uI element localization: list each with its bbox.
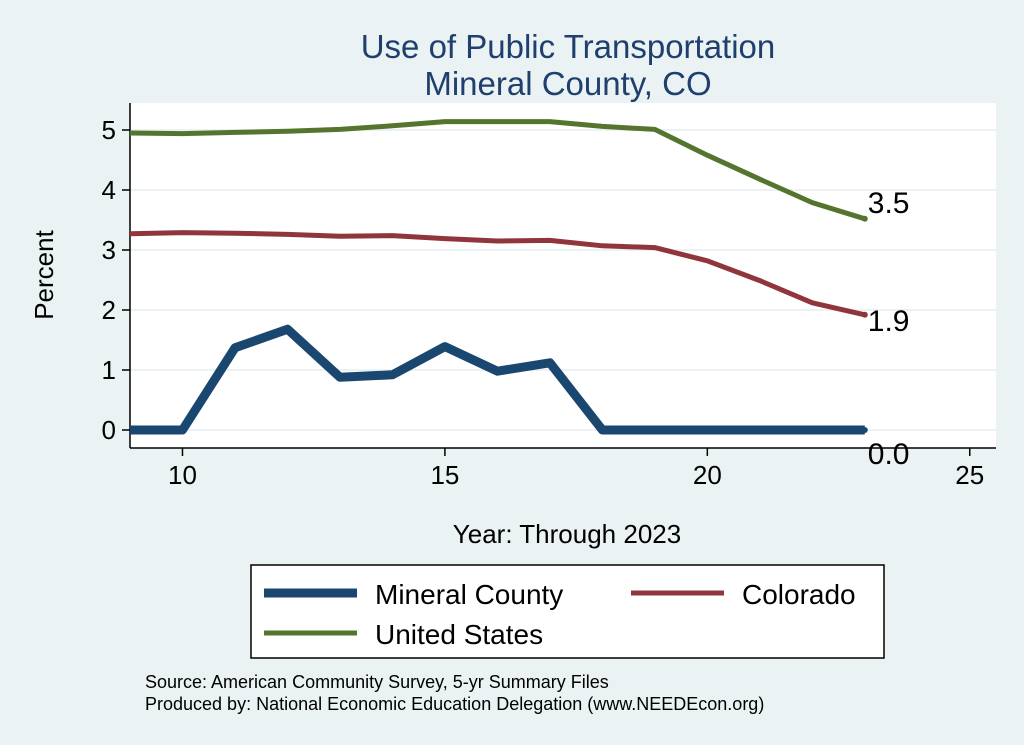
end-point-mineral-county: [861, 427, 868, 433]
series-lines: [129, 119, 868, 435]
chart-title-line-2: Mineral County, CO: [424, 65, 711, 102]
x-tick-label: 25: [955, 460, 984, 490]
end-label-united-states: 3.5: [868, 187, 910, 220]
axes: 0 1 2 3 4 5 10 15 20 25: [102, 103, 996, 490]
y-tick-label: 0: [102, 415, 116, 445]
x-axis-title: Year: Through 2023: [453, 519, 681, 549]
y-axis-title: Percent: [29, 229, 59, 319]
plot-area: [130, 103, 996, 448]
end-label-mineral-county: 0.0: [868, 438, 910, 471]
end-labels: 0.0 1.9 3.5: [868, 187, 910, 471]
legend-label-united-states: United States: [375, 619, 543, 650]
chart-title-line-1: Use of Public Transportation: [361, 28, 776, 65]
source-note: Source: American Community Survey, 5-yr …: [145, 672, 609, 692]
series-line-united-states: [129, 119, 866, 222]
x-tick-label: 20: [693, 460, 722, 490]
legend: Mineral County Colorado United States: [250, 564, 885, 659]
end-label-colorado: 1.9: [868, 305, 910, 338]
legend-label-mineral-county: Mineral County: [375, 579, 563, 610]
series-line-mineral-county: [130, 324, 865, 435]
series-line-colorado: [129, 230, 866, 318]
legend-label-colorado: Colorado: [742, 579, 856, 610]
end-point-united-states: [861, 215, 868, 222]
x-tick-label: 10: [168, 460, 197, 490]
end-point-colorado: [861, 311, 868, 318]
y-tick-label: 4: [102, 175, 116, 205]
y-tick-label: 1: [102, 355, 116, 385]
legend-box: [250, 564, 885, 659]
y-tick-label: 2: [102, 295, 116, 325]
producer-note: Produced by: National Economic Education…: [145, 694, 764, 714]
x-tick-label: 15: [430, 460, 459, 490]
y-tick-label: 3: [102, 235, 116, 265]
legend-items: Mineral County Colorado United States: [264, 579, 856, 650]
y-tick-label: 5: [102, 115, 116, 145]
